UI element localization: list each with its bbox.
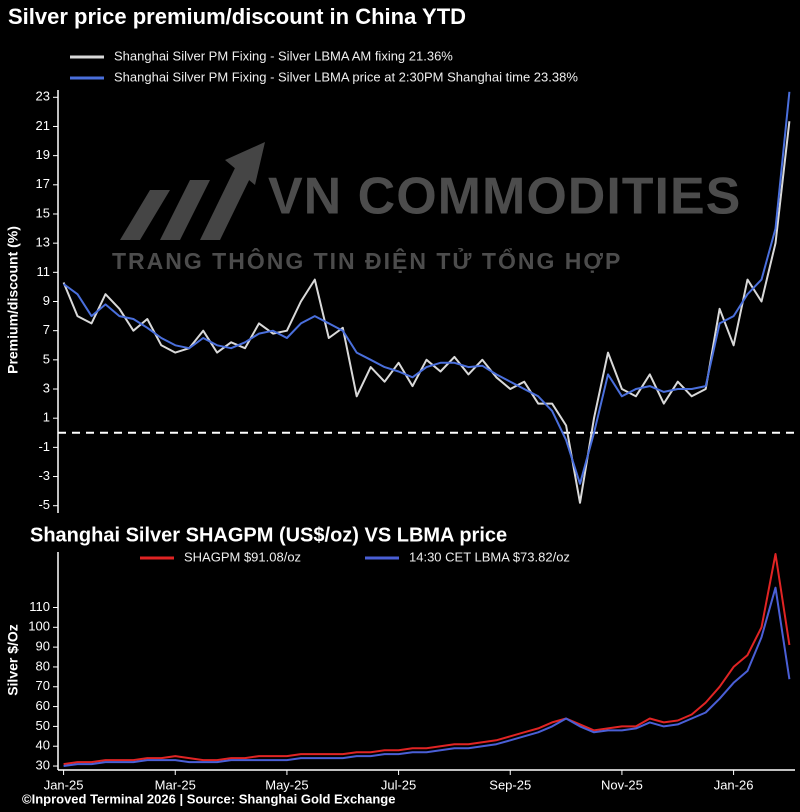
- series-line: [63, 553, 791, 766]
- series-line: [62, 121, 791, 504]
- y-tick-label: 3: [43, 380, 50, 395]
- y-tick-label: 23: [36, 89, 50, 104]
- y-axis-label: Premium/discount (%): [5, 226, 21, 374]
- x-tick-label: Jan-26: [714, 777, 754, 792]
- chart-title: Silver price premium/discount in China Y…: [8, 4, 466, 29]
- series-line: [63, 586, 791, 767]
- y-tick-label: 5: [43, 351, 50, 366]
- y-tick-label: 80: [36, 658, 50, 673]
- legend-label: Shanghai Silver PM Fixing - Silver LBMA …: [114, 69, 578, 84]
- y-tick-label: -3: [38, 468, 50, 483]
- y-tick-label: -1: [38, 439, 50, 454]
- watermark-logo: [120, 142, 265, 240]
- y-tick-label: 70: [36, 678, 50, 693]
- y-tick-label: 60: [36, 698, 50, 713]
- y-tick-label: 21: [36, 118, 50, 133]
- watermark-tagline: TRANG THÔNG TIN ĐIỆN TỬ TỔNG HỢP: [112, 246, 622, 274]
- y-tick-label: 11: [37, 264, 51, 279]
- x-tick-label: Nov-25: [601, 777, 643, 792]
- y-tick-label: 50: [36, 718, 50, 733]
- footer: ©Inproved Terminal 2026 | Source: Shangh…: [22, 791, 395, 806]
- legend-label: SHAGPM $91.08/oz: [184, 549, 301, 564]
- y-tick-label: 19: [36, 147, 50, 162]
- y-tick-label: -5: [38, 497, 50, 512]
- y-tick-label: 9: [43, 293, 50, 308]
- y-tick-label: 100: [28, 619, 50, 634]
- x-tick-label: Jan-25: [44, 777, 84, 792]
- y-tick-label: 7: [43, 322, 50, 337]
- y-tick-label: 13: [36, 235, 50, 250]
- series-line: [63, 91, 791, 485]
- legend-label: Shanghai Silver PM Fixing - Silver LBMA …: [114, 48, 453, 63]
- y-axis-label: Silver $/Oz: [5, 624, 21, 696]
- chart-subtitle: Shanghai Silver SHAGPM (US$/oz) VS LBMA …: [30, 524, 507, 546]
- y-tick-label: 17: [36, 176, 50, 191]
- legend-label: 14:30 CET LBMA $73.82/oz: [409, 549, 570, 564]
- y-tick-label: 30: [36, 757, 50, 772]
- y-tick-label: 1: [43, 410, 50, 425]
- x-tick-label: May-25: [265, 777, 308, 792]
- y-tick-label: 90: [36, 639, 50, 654]
- x-tick-label: Sep-25: [489, 777, 531, 792]
- y-tick-label: 110: [29, 599, 50, 614]
- watermark-brand: VN COMMODITIES: [268, 168, 741, 226]
- y-tick-label: 40: [36, 738, 50, 753]
- x-tick-label: Mar-25: [155, 777, 196, 792]
- y-tick-label: 15: [36, 205, 50, 220]
- x-tick-label: Jul-25: [381, 777, 416, 792]
